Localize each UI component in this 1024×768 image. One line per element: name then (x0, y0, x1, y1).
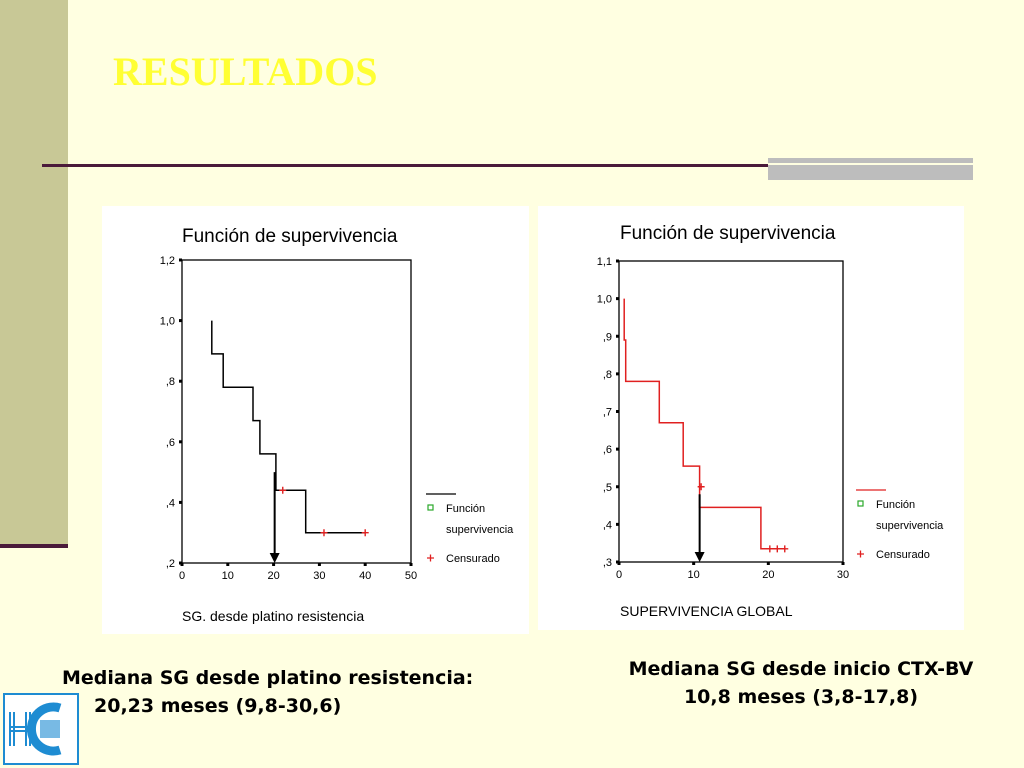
chart2-y-tick (616, 334, 619, 338)
chart-panel-right: Función de supervivencia ,3 ,4 ,5 ,6 ,7 ,8 ,9 1,… (538, 206, 964, 630)
left-sidebar-band (0, 0, 68, 545)
chart1-y-tick (179, 258, 182, 262)
chart1-x-tick-label: 0 (179, 570, 185, 582)
divider-block (768, 158, 973, 180)
chart2-legend-label: supervivencia (876, 520, 944, 532)
survival-chart-global: Función de supervivencia ,3 ,4 ,5 ,6 ,7 ,8 ,9 1,… (597, 223, 944, 619)
chart2-censored-mark (773, 545, 781, 553)
chart2-y-tick-label: ,8 (603, 369, 612, 381)
chart-panel-left: Función de supervivencia ,2 ,4 ,6 ,8 1,0 1,2 0 1… (102, 206, 529, 634)
chart1-x-tick-label: 10 (222, 570, 234, 582)
chart1-censored-mark (279, 486, 287, 494)
caption-left: Mediana SG desde platino resistencia: 20… (62, 664, 473, 720)
chart2-x-tick (766, 562, 770, 565)
chart1-x-tick (317, 563, 321, 566)
chart1-x-tick (409, 563, 413, 566)
chart2-plot-frame (618, 260, 844, 563)
chart1-y-tick (179, 440, 182, 444)
chart2-y-tick (616, 297, 619, 301)
chart2-y-tick (616, 410, 619, 413)
chart2-legend-label: Censurado (876, 549, 930, 561)
chart1-y-tick-label: ,6 (166, 437, 175, 449)
chart2-x-tick (692, 562, 696, 565)
chart1-x-label: SG. desde platino resistencia (182, 608, 364, 624)
chart2-y-tick (616, 522, 619, 526)
chart2-censored-mark (697, 483, 705, 491)
chart1-y-tick-label: ,2 (166, 558, 175, 570)
chart1-legend-label: supervivencia (446, 524, 514, 536)
chart1-x-tick-label: 50 (405, 570, 417, 582)
chart1-title: Función de supervivencia (182, 226, 398, 247)
survival-chart-platino: Función de supervivencia ,2 ,4 ,6 ,8 1,0 1,2 0 1… (160, 226, 514, 624)
chart1-y-tick (179, 379, 182, 383)
chart2-x-label: SUPERVIVENCIA GLOBAL (620, 603, 793, 619)
chart1-y-tick-label: 1,0 (160, 316, 175, 328)
chart2-y-tick-label: 1,1 (597, 256, 612, 268)
chart2-x-tick-label: 0 (616, 569, 622, 581)
chart1-y-tick-label: ,4 (166, 497, 175, 509)
caption-left-line1: Mediana SG desde platino resistencia: (62, 667, 474, 689)
chart1-x-tick (180, 563, 184, 566)
chart2-legend-plus-marker (857, 550, 864, 558)
chart2-x-tick-label: 30 (837, 569, 849, 581)
chart2-y-tick (616, 259, 619, 263)
caption-right-line1: Mediana SG desde inicio CTX-BV (628, 658, 974, 680)
chart1-x-tick-label: 40 (359, 570, 371, 582)
chart2-y-tick-label: ,7 (603, 407, 612, 419)
chart2-y-tick-label: ,6 (603, 444, 612, 456)
chart2-y-tick-label: ,4 (603, 519, 612, 531)
caption-right: Mediana SG desde inicio CTX-BV 10,8 mese… (616, 655, 986, 711)
chart2-x-tick-label: 10 (688, 569, 700, 581)
caption-right-line2: 10,8 meses (3,8-17,8) (683, 686, 919, 708)
caption-left-line2: 20,23 meses (9,8-30,6) (94, 695, 342, 717)
slide-title: RESULTADOS (113, 49, 378, 94)
chart1-plot-frame (181, 259, 412, 564)
chart2-censored-mark (766, 545, 774, 553)
chart1-y-tick-label: ,8 (166, 376, 175, 388)
chart2-x-tick-label: 20 (762, 569, 774, 581)
chart1-legend-square-marker (427, 504, 434, 511)
chart1-legend-plus-marker (427, 554, 434, 562)
chart2-legend-label: Función (876, 499, 915, 511)
chart2-y-tick (616, 485, 619, 489)
chart1-y-tick (179, 319, 182, 323)
chart2-y-tick-label: ,3 (603, 557, 612, 569)
chart2-x-tick (841, 562, 845, 565)
chart1-y-tick (179, 500, 182, 504)
chart1-censored-mark (320, 529, 328, 537)
chart2-survival-line (623, 298, 785, 550)
chart2-y-tick (616, 372, 619, 376)
chart2-y-tick-label: 1,0 (597, 294, 612, 306)
chart1-x-tick-label: 30 (313, 570, 325, 582)
chart2-median-arrow-head (694, 552, 705, 562)
title-divider (42, 164, 782, 167)
chart1-x-tick (272, 563, 276, 566)
chart1-legend-label: Censurado (446, 553, 500, 565)
sidebar-underline (0, 544, 68, 548)
chart1-y-tick-label: 1,2 (160, 255, 175, 267)
chart1-censored-mark (361, 529, 369, 537)
chart1-x-tick (226, 563, 230, 566)
chart2-y-tick (616, 447, 619, 451)
chart1-x-tick (363, 563, 367, 566)
hospital-logo-icon (3, 693, 79, 765)
chart2-legend-square-marker (857, 500, 864, 507)
chart1-median-arrow-head (269, 553, 280, 563)
chart1-legend-label: Función (446, 503, 485, 515)
chart2-x-tick (617, 562, 621, 565)
chart1-x-tick-label: 20 (267, 570, 279, 582)
chart2-y-tick-label: ,5 (603, 482, 612, 494)
chart2-y-tick-label: ,9 (603, 331, 612, 343)
chart2-censored-mark (781, 545, 789, 553)
chart2-title: Función de supervivencia (620, 223, 836, 244)
chart1-survival-line (211, 320, 366, 534)
